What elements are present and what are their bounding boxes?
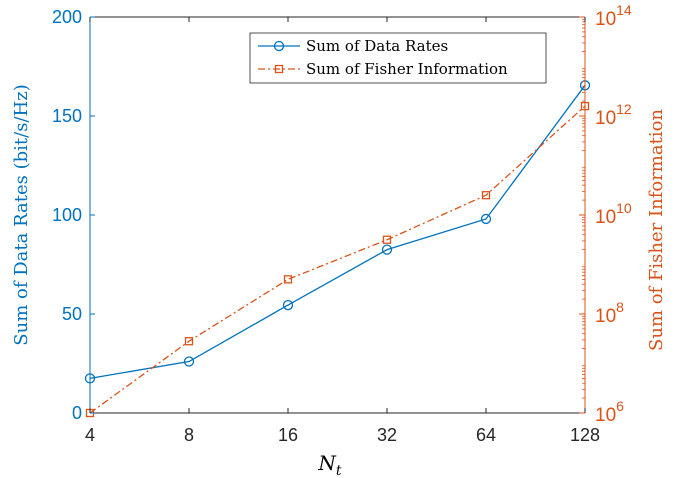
left-tick-label: 150 — [52, 106, 82, 126]
series-fisher-information — [85, 101, 590, 418]
data-point-circle — [183, 356, 195, 367]
series-data-rates — [84, 80, 591, 384]
legend-marker-square — [274, 64, 284, 74]
x-tick-label: 64 — [476, 425, 496, 445]
right-tick-exponent: 8 — [616, 299, 624, 315]
x-tick-label: 16 — [278, 425, 298, 445]
x-axis-title-base: N — [317, 451, 337, 475]
series-line — [89, 84, 586, 379]
plot-frame — [90, 16, 585, 414]
left-tick-label: 200 — [52, 7, 82, 27]
left-tick-label: 0 — [72, 403, 82, 423]
data-point-circle — [282, 299, 294, 311]
right-tick-label: 1014 — [595, 2, 632, 30]
data-point-square — [283, 275, 293, 284]
right-tick-exponent: 14 — [616, 2, 632, 18]
x-tick-label: 4 — [85, 425, 95, 445]
right-tick-label: 1012 — [595, 101, 632, 129]
legend-label: Sum of Fisher Information — [306, 60, 508, 78]
right-tick-base: 10 — [595, 405, 616, 426]
legend-box — [249, 32, 547, 84]
data-point-square — [184, 337, 194, 346]
x-axis-title-subscript: t — [336, 463, 342, 478]
legend-marker-circle — [273, 40, 285, 52]
x-axis: 4 8 16 32 64 128 — [85, 17, 600, 445]
right-tick-base: 10 — [595, 108, 616, 129]
right-tick-exponent: 12 — [616, 101, 632, 117]
data-point-square — [481, 191, 491, 200]
series-layer — [84, 80, 591, 418]
x-tick-label: 128 — [570, 425, 600, 445]
data-point-square — [382, 235, 392, 244]
left-tick-label: 100 — [52, 205, 82, 225]
right-tick-exponent: 6 — [616, 398, 624, 414]
x-axis-title: Nt — [317, 451, 342, 478]
right-tick-base: 10 — [595, 9, 616, 30]
left-tick-label: 50 — [62, 304, 82, 324]
data-point-circle — [480, 213, 492, 225]
left-axis-title: Sum of Data Rates (bit/s/Hz) — [11, 84, 32, 345]
x-tick-label: 8 — [184, 425, 194, 445]
right-tick-exponent: 10 — [616, 200, 632, 216]
right-tick-label: 108 — [595, 299, 624, 327]
legend-label: Sum of Data Rates — [306, 37, 448, 55]
data-point-circle — [381, 244, 393, 255]
left-y-axis: 0 50 100 150 200 — [52, 7, 95, 423]
right-axis-title: Sum of Fisher Information — [646, 109, 667, 351]
right-tick-label: 106 — [595, 398, 624, 426]
x-tick-label: 32 — [377, 425, 397, 445]
right-tick-base: 10 — [595, 306, 616, 327]
series-line — [89, 105, 586, 414]
legend: Sum of Data Rates Sum of Fisher Informati… — [249, 32, 547, 84]
right-tick-label: 1010 — [595, 200, 632, 228]
right-tick-base: 10 — [595, 207, 616, 228]
